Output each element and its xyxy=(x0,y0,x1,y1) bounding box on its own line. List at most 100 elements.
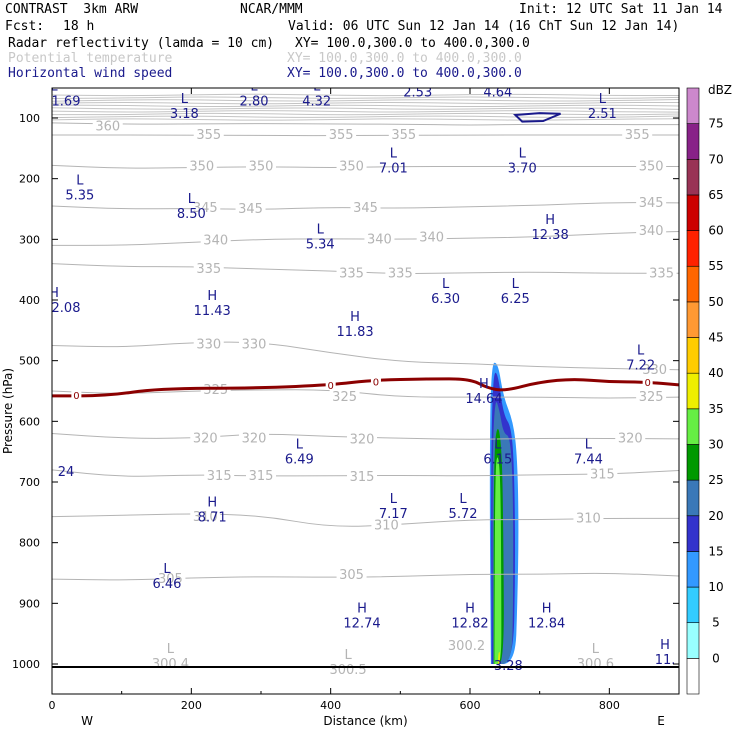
reflectivity-area-30dbz xyxy=(494,457,502,664)
theta-label-335: 335 xyxy=(649,266,674,281)
fcst-label: Fcst: xyxy=(5,19,45,34)
reflectivity-area-35dbz xyxy=(497,651,500,664)
theta-label-305: 305 xyxy=(158,572,183,587)
theta-contour-upper xyxy=(52,112,679,116)
theta-label-bg xyxy=(636,222,667,237)
theta-label-bg xyxy=(193,126,224,141)
theta-contour-345 xyxy=(52,202,679,210)
x-tick-label: 800 xyxy=(599,699,620,712)
y-tick-label: 900 xyxy=(19,597,40,610)
colorbar-tick-label: 55 xyxy=(708,259,723,273)
wind-extremum-high: H xyxy=(660,638,670,653)
theta-contour-330 xyxy=(52,341,679,371)
wind-extremum-value: 3.70 xyxy=(508,161,537,176)
theta-label-bg xyxy=(388,126,419,141)
wind-extremum-value: 24 xyxy=(58,465,75,480)
wind-extremum-low: L xyxy=(512,277,520,292)
theta-label-355: 355 xyxy=(625,128,650,143)
wind-extremum-high: H xyxy=(357,601,367,616)
colorbar-swatch xyxy=(686,337,700,374)
theta-label-bg xyxy=(636,158,667,173)
wind-extremum-high: H xyxy=(350,310,360,325)
theta-label-355: 355 xyxy=(196,128,221,143)
wind-extremum-high: H xyxy=(465,601,475,616)
theta-label-bg xyxy=(190,199,221,214)
y-tick-label: 600 xyxy=(19,415,40,428)
theta-label-325: 325 xyxy=(203,383,228,398)
wind-extremum-low: L xyxy=(163,562,171,577)
field-theta-xy: XY= 100.0,300.0 to 400.0,300.0 xyxy=(287,51,522,66)
colorbar-swatch xyxy=(686,444,700,481)
theta-contour-355 xyxy=(52,134,679,137)
theta-contour-upper xyxy=(52,107,679,110)
theta-label-345: 345 xyxy=(238,202,263,217)
plot-frame xyxy=(51,87,680,695)
theta-label-350: 350 xyxy=(189,160,214,175)
theta-label-350: 350 xyxy=(639,160,664,175)
y-tick-label: 500 xyxy=(19,355,40,368)
theta-label-360: 360 xyxy=(95,119,120,134)
theta-label-310: 310 xyxy=(576,511,601,526)
wind-extremum-high: H xyxy=(479,377,489,392)
colorbar-swatch xyxy=(686,372,700,410)
colorbar-swatch xyxy=(686,194,700,231)
zero-isotherm-line xyxy=(52,377,679,398)
theta-label-345: 345 xyxy=(639,196,664,211)
wind-extremum-value: 7.22 xyxy=(626,359,655,374)
theta-label-315: 315 xyxy=(350,470,375,485)
theta-label-345: 345 xyxy=(193,201,218,216)
wind-extremum-value: 12.84 xyxy=(528,616,565,631)
wind-extremum-low: L xyxy=(296,438,304,453)
valid-time: Valid: 06 UTC Sun 12 Jan 14 (16 ChT Sun … xyxy=(288,19,680,34)
colorbar-tick-label: 60 xyxy=(708,224,723,238)
theta-label-bg xyxy=(190,509,221,524)
wind-extremum-value: 3.18 xyxy=(170,107,199,122)
theta-label-bg xyxy=(190,430,221,445)
wind-extremum-value: 5.35 xyxy=(65,189,94,204)
wind-extremum-value: 12.82 xyxy=(451,616,488,631)
field-wind-xy: XY= 100.0,300.0 to 400.0,300.0 xyxy=(287,66,522,81)
field-wind-name: Horizontal wind speed xyxy=(8,66,173,81)
wind-extremum-value: 5.72 xyxy=(449,507,478,522)
theta-label-bg xyxy=(336,158,367,173)
wind-extremum-value: 6.46 xyxy=(152,577,181,592)
theta-label-315: 315 xyxy=(249,469,274,484)
theta-label-bg xyxy=(347,469,378,484)
wind-extremum-value: 7.01 xyxy=(379,161,408,176)
theta-label-320: 320 xyxy=(618,431,643,446)
theta-label-bg xyxy=(235,201,266,215)
theta-label-320: 320 xyxy=(242,431,267,446)
colorbar-tick-label: 65 xyxy=(708,188,723,202)
theta-label-315: 315 xyxy=(207,469,232,484)
theta-label-310: 310 xyxy=(374,519,399,534)
colorbar-tick-label: 50 xyxy=(708,295,723,309)
colorbar-swatch xyxy=(686,87,700,124)
theta-label-bg xyxy=(326,126,357,141)
theta-label-350: 350 xyxy=(249,160,274,175)
wind-extremum-value: 14.64 xyxy=(465,392,502,407)
x-end-label-west: W xyxy=(81,714,93,728)
wind-extremum-low: L xyxy=(442,277,450,292)
colorbar-swatch xyxy=(686,586,700,624)
wind-extremum-value: 7.44 xyxy=(574,453,603,468)
colorbar-tick-label: 25 xyxy=(708,473,723,487)
y-tick-label: 1000 xyxy=(12,658,40,671)
theta-contour-360 xyxy=(52,122,679,126)
theta-label-bg xyxy=(204,467,235,482)
colorbar-tick-label: 15 xyxy=(708,544,723,558)
wind-extremum-value: 8.71 xyxy=(198,510,227,525)
theta-label-bg xyxy=(622,126,653,141)
theta-label-345: 345 xyxy=(353,201,378,216)
theta-contour-upper xyxy=(52,115,679,119)
colorbar-tick-label: 5 xyxy=(712,616,720,630)
y-tick-label: 700 xyxy=(19,476,40,489)
theta-contour-upper xyxy=(52,104,679,108)
theta-label-320: 320 xyxy=(350,433,375,448)
theta-label-325: 325 xyxy=(332,390,357,405)
theta-label-bg xyxy=(193,336,224,351)
theta-label-bg xyxy=(239,336,270,351)
fcst-value: 18 h xyxy=(63,19,95,34)
isotherm-label-bg xyxy=(370,375,381,387)
colorbar-swatch xyxy=(686,408,700,445)
wind-extremum-value: 2.53 xyxy=(403,86,432,101)
